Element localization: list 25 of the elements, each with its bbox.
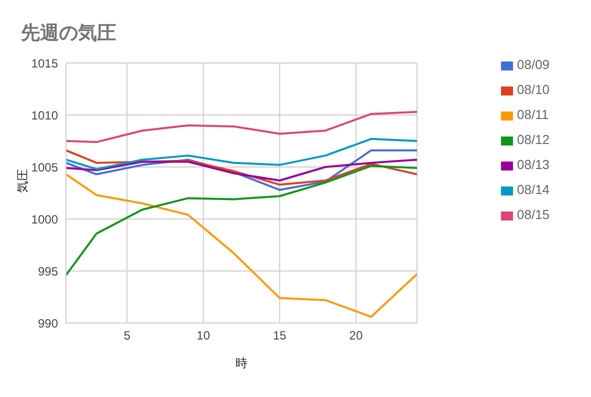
y-axis-title: 気圧: [15, 169, 30, 193]
line-series: [66, 164, 417, 276]
y-tick-label: 990: [38, 316, 58, 330]
line-series: [66, 138, 417, 170]
x-tick-label: 5: [124, 328, 131, 343]
legend-label: 08/11: [517, 107, 549, 122]
y-tick-label: 1015: [31, 56, 58, 70]
chart-title: 先週の気圧: [21, 22, 116, 46]
legend-label: 08/12: [517, 132, 550, 147]
x-axis-title: 時: [236, 356, 248, 370]
line-series: [66, 173, 417, 318]
legend-label: 08/15: [517, 207, 550, 222]
legend-label: 08/13: [517, 157, 550, 172]
y-tick-label: 1000: [31, 212, 58, 226]
x-tick-label: 20: [349, 328, 363, 343]
legend-label: 08/09: [517, 57, 550, 72]
legend-label: 08/10: [517, 82, 550, 97]
y-tick-label: 1010: [31, 108, 58, 122]
y-tick-label: 995: [38, 264, 58, 278]
line-series: [66, 110, 417, 144]
y-tick-label: 1005: [31, 160, 58, 174]
line-series: [66, 158, 417, 182]
x-tick-label: 10: [196, 328, 210, 343]
x-tick-label: 15: [272, 328, 287, 343]
legend-label: 08/14: [517, 182, 550, 197]
